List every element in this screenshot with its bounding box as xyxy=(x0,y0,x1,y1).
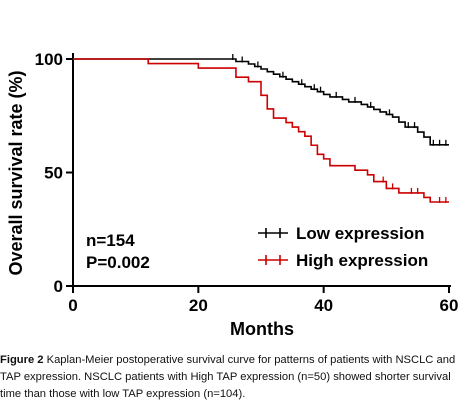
y-tick-label: 50 xyxy=(44,164,63,183)
annotation-p: P=0.002 xyxy=(86,253,150,272)
legend-label-low: Low expression xyxy=(296,224,424,243)
legend: Low expression High expression xyxy=(258,224,428,270)
legend-item-low: Low expression xyxy=(258,224,424,243)
legend-swatch-low xyxy=(258,228,288,238)
x-tick-label: 20 xyxy=(189,296,208,315)
y-tick-label: 0 xyxy=(54,277,63,296)
series-low xyxy=(73,54,449,146)
caption-text: Kaplan-Meier postoperative survival curv… xyxy=(0,354,456,400)
survival-curve-high xyxy=(73,58,449,203)
series-high xyxy=(73,58,449,204)
x-tick-label: 60 xyxy=(440,296,459,315)
x-tick-label: 0 xyxy=(68,296,77,315)
survival-chart: 0 20 40 60 0 50 100 n=154 P=0.002 Low expressi… xyxy=(6,50,459,339)
legend-swatch-high xyxy=(258,255,288,265)
y-axis-title: Overall survival rate (%) xyxy=(6,70,26,275)
series-layer xyxy=(73,54,449,204)
axes: 0 20 40 60 0 50 100 xyxy=(35,50,459,315)
figure-caption: Figure 2 Kaplan-Meier postoperative surv… xyxy=(0,352,466,403)
x-tick-label: 40 xyxy=(314,296,333,315)
x-axis-title: Months xyxy=(230,319,294,339)
annotation-n: n=154 xyxy=(86,231,135,250)
figure-label: Figure 2 xyxy=(0,354,44,366)
legend-item-high: High expression xyxy=(258,251,428,270)
legend-label-high: High expression xyxy=(296,251,428,270)
survival-curve-low xyxy=(73,58,449,146)
y-tick-label: 100 xyxy=(35,50,63,69)
